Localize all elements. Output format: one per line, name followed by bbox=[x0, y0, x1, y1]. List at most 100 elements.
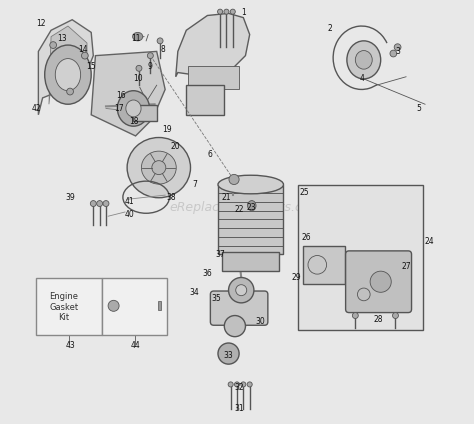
Ellipse shape bbox=[230, 9, 235, 14]
Ellipse shape bbox=[147, 53, 153, 59]
Ellipse shape bbox=[236, 285, 247, 296]
Text: 35: 35 bbox=[211, 294, 221, 303]
Ellipse shape bbox=[247, 382, 252, 387]
Text: 7: 7 bbox=[192, 180, 197, 189]
Ellipse shape bbox=[247, 201, 256, 211]
Text: 34: 34 bbox=[190, 288, 200, 297]
Text: 27: 27 bbox=[401, 262, 411, 271]
Text: 30: 30 bbox=[255, 318, 265, 326]
Text: 32: 32 bbox=[234, 383, 244, 392]
Ellipse shape bbox=[235, 382, 239, 387]
Ellipse shape bbox=[67, 88, 73, 95]
Ellipse shape bbox=[82, 52, 88, 59]
Ellipse shape bbox=[50, 42, 56, 48]
Bar bbox=[218, 184, 283, 193]
Bar bbox=[186, 85, 224, 115]
Text: 17: 17 bbox=[114, 104, 124, 113]
Ellipse shape bbox=[97, 201, 102, 206]
Text: 25: 25 bbox=[300, 189, 310, 198]
Text: 29: 29 bbox=[292, 273, 301, 282]
Ellipse shape bbox=[152, 161, 166, 175]
Text: 3: 3 bbox=[395, 47, 400, 56]
Text: 24: 24 bbox=[425, 237, 434, 246]
Bar bbox=[102, 277, 167, 335]
Ellipse shape bbox=[218, 343, 239, 364]
Ellipse shape bbox=[157, 38, 163, 44]
Bar bbox=[218, 237, 283, 245]
Bar bbox=[157, 301, 161, 310]
FancyBboxPatch shape bbox=[346, 251, 411, 312]
Text: 41: 41 bbox=[124, 197, 134, 206]
Text: 10: 10 bbox=[133, 74, 143, 84]
Text: 36: 36 bbox=[202, 269, 212, 278]
FancyBboxPatch shape bbox=[210, 291, 268, 325]
Text: 19: 19 bbox=[163, 125, 172, 134]
Ellipse shape bbox=[127, 137, 191, 198]
Text: 1: 1 bbox=[241, 8, 246, 17]
Text: 15: 15 bbox=[86, 62, 96, 71]
Ellipse shape bbox=[352, 312, 358, 318]
Text: 38: 38 bbox=[167, 193, 176, 202]
Text: 37: 37 bbox=[215, 250, 225, 259]
Ellipse shape bbox=[91, 201, 96, 206]
Ellipse shape bbox=[133, 32, 143, 41]
Bar bbox=[218, 202, 283, 211]
Ellipse shape bbox=[136, 65, 142, 71]
Text: 12: 12 bbox=[36, 20, 45, 28]
Ellipse shape bbox=[126, 100, 141, 117]
Ellipse shape bbox=[55, 59, 81, 91]
Ellipse shape bbox=[228, 382, 233, 387]
Text: 21: 21 bbox=[222, 193, 231, 202]
Text: 20: 20 bbox=[171, 142, 181, 151]
Ellipse shape bbox=[108, 300, 119, 311]
Bar bbox=[36, 277, 102, 335]
Bar bbox=[218, 211, 283, 219]
Text: 14: 14 bbox=[78, 45, 88, 54]
Bar bbox=[302, 246, 345, 284]
Polygon shape bbox=[38, 20, 93, 115]
Text: 28: 28 bbox=[374, 315, 383, 324]
Bar bbox=[134, 105, 157, 121]
Bar bbox=[218, 193, 283, 202]
Ellipse shape bbox=[356, 50, 372, 69]
Polygon shape bbox=[91, 51, 165, 136]
Text: 8: 8 bbox=[161, 45, 165, 54]
Text: 39: 39 bbox=[65, 193, 75, 202]
Bar bbox=[218, 228, 283, 237]
Text: 11: 11 bbox=[131, 34, 140, 43]
Bar bbox=[218, 219, 283, 228]
Ellipse shape bbox=[241, 382, 246, 387]
Text: 2: 2 bbox=[328, 24, 332, 33]
Ellipse shape bbox=[394, 44, 401, 50]
Ellipse shape bbox=[370, 271, 391, 292]
Text: 22: 22 bbox=[234, 205, 244, 215]
Ellipse shape bbox=[390, 50, 397, 57]
Text: 43: 43 bbox=[65, 340, 75, 350]
Polygon shape bbox=[176, 14, 250, 77]
Text: 4: 4 bbox=[359, 74, 364, 84]
Bar bbox=[218, 245, 283, 254]
Ellipse shape bbox=[118, 91, 149, 126]
Text: 9: 9 bbox=[148, 62, 153, 71]
Bar bbox=[222, 252, 279, 271]
Ellipse shape bbox=[218, 9, 223, 14]
Text: 16: 16 bbox=[116, 91, 126, 100]
Ellipse shape bbox=[228, 277, 254, 303]
Polygon shape bbox=[49, 26, 87, 104]
Text: Engine
Gasket
Kit: Engine Gasket Kit bbox=[49, 292, 78, 322]
Text: 23: 23 bbox=[247, 203, 256, 212]
Text: 18: 18 bbox=[129, 117, 138, 126]
Ellipse shape bbox=[45, 45, 91, 104]
Text: eReplacementParts.com: eReplacementParts.com bbox=[169, 201, 322, 214]
Bar bbox=[218, 184, 283, 254]
Bar bbox=[188, 66, 239, 89]
Ellipse shape bbox=[229, 174, 239, 184]
Ellipse shape bbox=[224, 315, 246, 337]
Ellipse shape bbox=[224, 9, 229, 14]
Text: 13: 13 bbox=[57, 34, 66, 43]
Text: 6: 6 bbox=[207, 151, 212, 159]
Ellipse shape bbox=[103, 201, 109, 206]
Text: 42: 42 bbox=[31, 104, 41, 113]
Text: 44: 44 bbox=[131, 340, 140, 350]
Text: 31: 31 bbox=[234, 404, 244, 413]
